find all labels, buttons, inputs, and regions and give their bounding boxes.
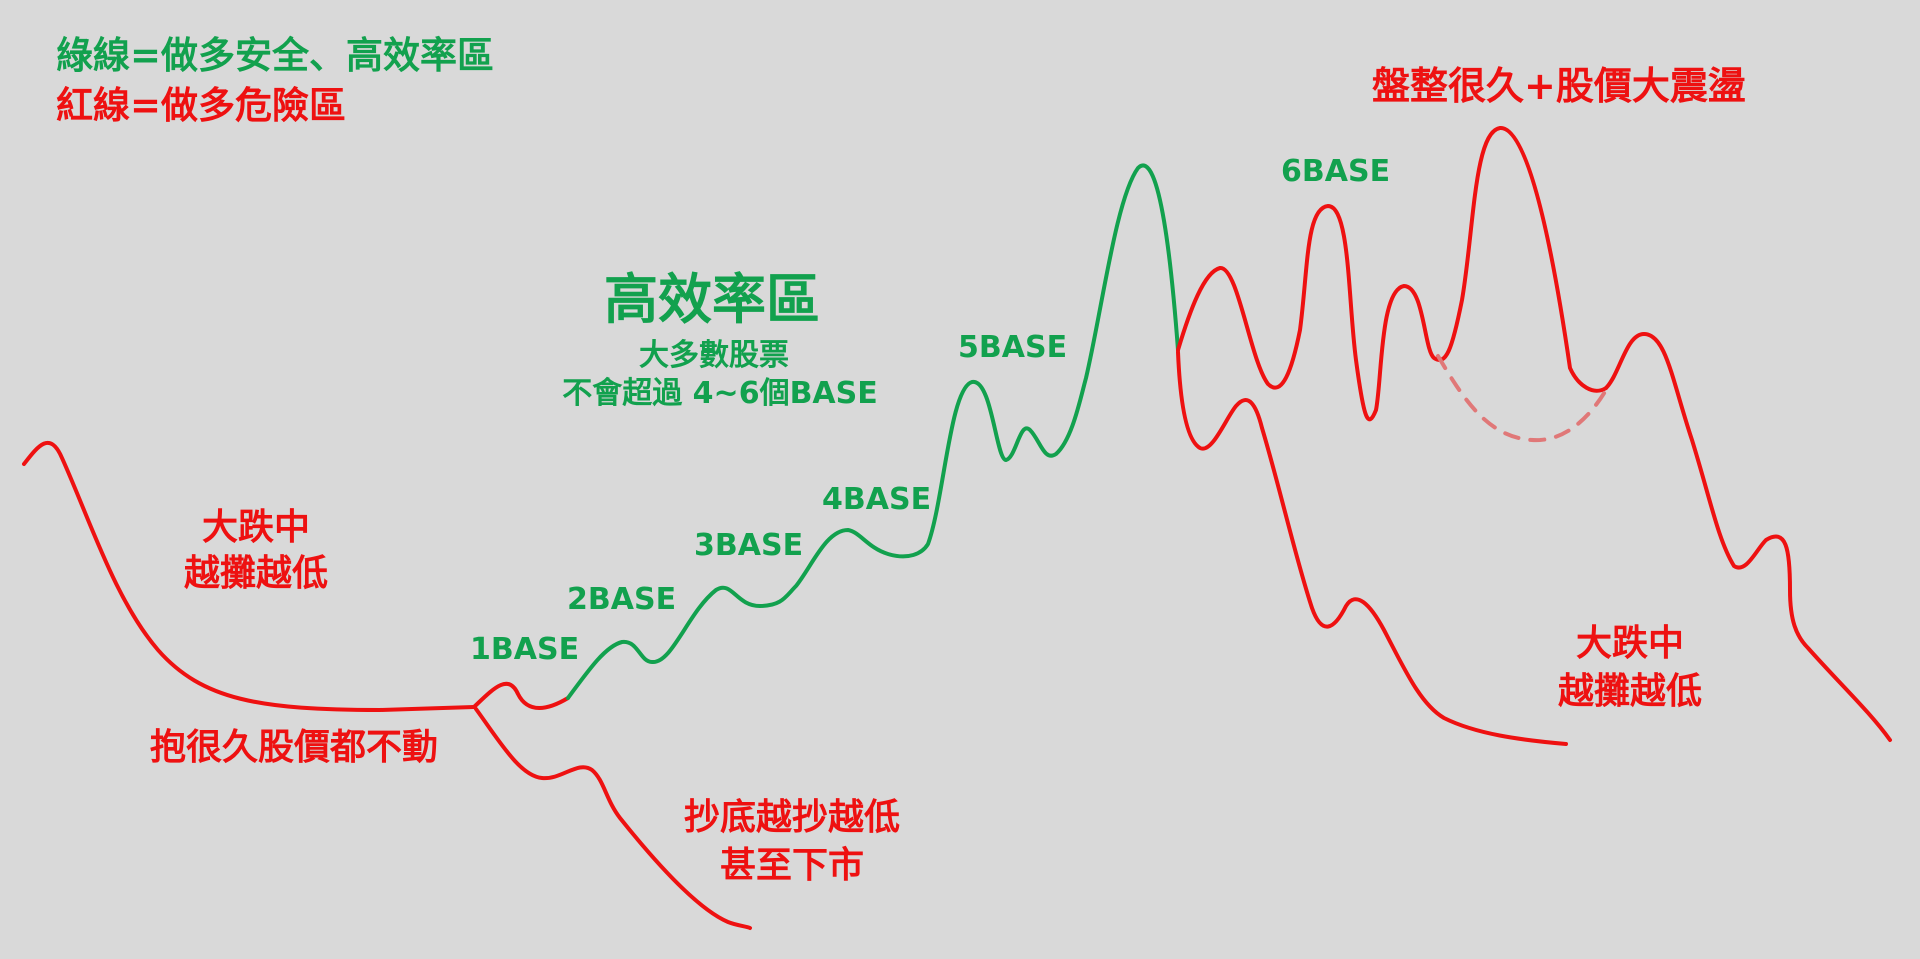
hold-long-note: 抱很久股價都不動 bbox=[149, 727, 439, 768]
base-label-2: 2BASE bbox=[567, 582, 677, 617]
bottom-fishing-note-2: 甚至下市 bbox=[719, 845, 865, 886]
left-drop-note-2: 越攤越低 bbox=[183, 553, 329, 594]
bottom-fishing-note-1: 抄底越抄越低 bbox=[683, 797, 901, 838]
base-label-4: 4BASE bbox=[822, 482, 932, 517]
red-curve-right-decline bbox=[1604, 332, 1892, 742]
right-drop-note-2: 越攤越低 bbox=[1557, 671, 1703, 712]
dashed-curve bbox=[1436, 354, 1608, 443]
green-curve-uptrend bbox=[566, 163, 1180, 700]
base-label-1: 1BASE bbox=[470, 632, 580, 667]
efficiency-zone-subtitle-1: 大多數股票 bbox=[639, 338, 789, 373]
legend-green-line: 綠線=做多安全、高效率區 bbox=[56, 34, 495, 77]
base-label-3: 3BASE bbox=[694, 528, 804, 563]
red-curve-bottom-fishing bbox=[474, 707, 752, 930]
right-drop-note-1: 大跌中 bbox=[1575, 623, 1685, 664]
base-label-5: 5BASE bbox=[958, 330, 1068, 365]
consolidation-title: 盤整很久+股價大震盪 bbox=[1372, 64, 1746, 108]
red-curve-consolidation bbox=[1176, 125, 1608, 422]
red-curve-breakdown bbox=[1176, 350, 1568, 746]
red-curve-left-decline bbox=[22, 441, 476, 712]
efficiency-zone-title: 高效率區 bbox=[604, 268, 820, 331]
left-drop-note-1: 大跌中 bbox=[201, 507, 311, 548]
legend-red-line: 紅線=做多危險區 bbox=[56, 84, 347, 127]
red-curve-pre-base bbox=[472, 681, 570, 710]
base-label-6: 6BASE bbox=[1281, 154, 1391, 189]
efficiency-zone-subtitle-2: 不會超過 4~6個BASE bbox=[562, 376, 878, 411]
